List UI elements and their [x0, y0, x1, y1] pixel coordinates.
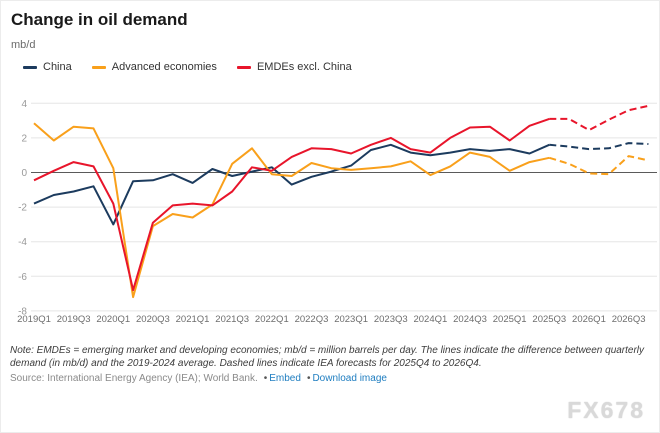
y-tick-label: 4 [21, 99, 27, 110]
x-tick-label: 2020Q1 [96, 314, 130, 325]
y-tick-label: -2 [18, 203, 27, 214]
y-axis-unit-label: mb/d [11, 39, 36, 51]
series-emdes-excl-china [33, 117, 550, 292]
x-tick-label: 2026Q3 [612, 314, 646, 325]
x-tick-label: 2026Q1 [572, 314, 606, 325]
x-tick-label: 2024Q1 [413, 314, 447, 325]
embed-link[interactable]: Embed [269, 373, 301, 384]
legend-item-china[interactable]: China [23, 61, 72, 73]
x-tick-label: 2019Q3 [57, 314, 91, 325]
page-title: Change in oil demand [11, 10, 188, 29]
y-tick-label: -8 [18, 306, 27, 317]
chart-legend: China Advanced economies EMDEs excl. Chi… [23, 61, 352, 73]
series-emdes-excl-china-forecast [549, 104, 649, 132]
x-tick-label: 2022Q1 [255, 314, 289, 325]
footnote: Note: EMDEs = emerging market and develo… [10, 345, 645, 369]
source-line: Source: International Energy Agency (IEA… [10, 373, 654, 384]
y-tick-label: 2 [21, 133, 27, 144]
china-line-swatch [23, 65, 37, 69]
fx678-watermark: FX678 [567, 397, 645, 423]
download-image-link[interactable]: Download image [312, 373, 387, 384]
x-tick-label: 2025Q1 [493, 314, 527, 325]
x-tick-label: 2020Q3 [136, 314, 170, 325]
emdes-line-swatch [236, 65, 251, 69]
x-tick-label: 2022Q3 [295, 314, 329, 325]
y-tick-label: -4 [18, 237, 27, 248]
x-tick-label: 2019Q1 [17, 314, 51, 325]
legend-item-advanced-economies[interactable]: Advanced economies [91, 61, 217, 73]
x-tick-label: 2025Q3 [532, 314, 566, 325]
legend-label: EMDEs excl. China [256, 61, 352, 73]
advanced-economies-line-swatch [91, 65, 106, 69]
legend-label: Advanced economies [111, 61, 217, 73]
legend-label: China [43, 61, 72, 73]
series-advanced-economies-forecast [549, 155, 649, 176]
legend-item-emdes-excl-china[interactable]: EMDEs excl. China [236, 61, 352, 73]
embed-bullet: • [263, 373, 268, 384]
y-tick-label: -6 [18, 272, 27, 283]
series-china-forecast [549, 142, 649, 151]
x-tick-label: 2021Q3 [215, 314, 249, 325]
source-text: Source: International Energy Agency (IEA… [10, 373, 258, 384]
x-tick-label: 2024Q3 [453, 314, 487, 325]
download-bullet: • [306, 373, 311, 384]
x-tick-label: 2023Q1 [334, 314, 368, 325]
x-tick-label: 2023Q3 [374, 314, 408, 325]
x-tick-label: 2021Q1 [176, 314, 210, 325]
series-advanced-economies [33, 122, 550, 299]
y-tick-label: 0 [21, 168, 27, 179]
